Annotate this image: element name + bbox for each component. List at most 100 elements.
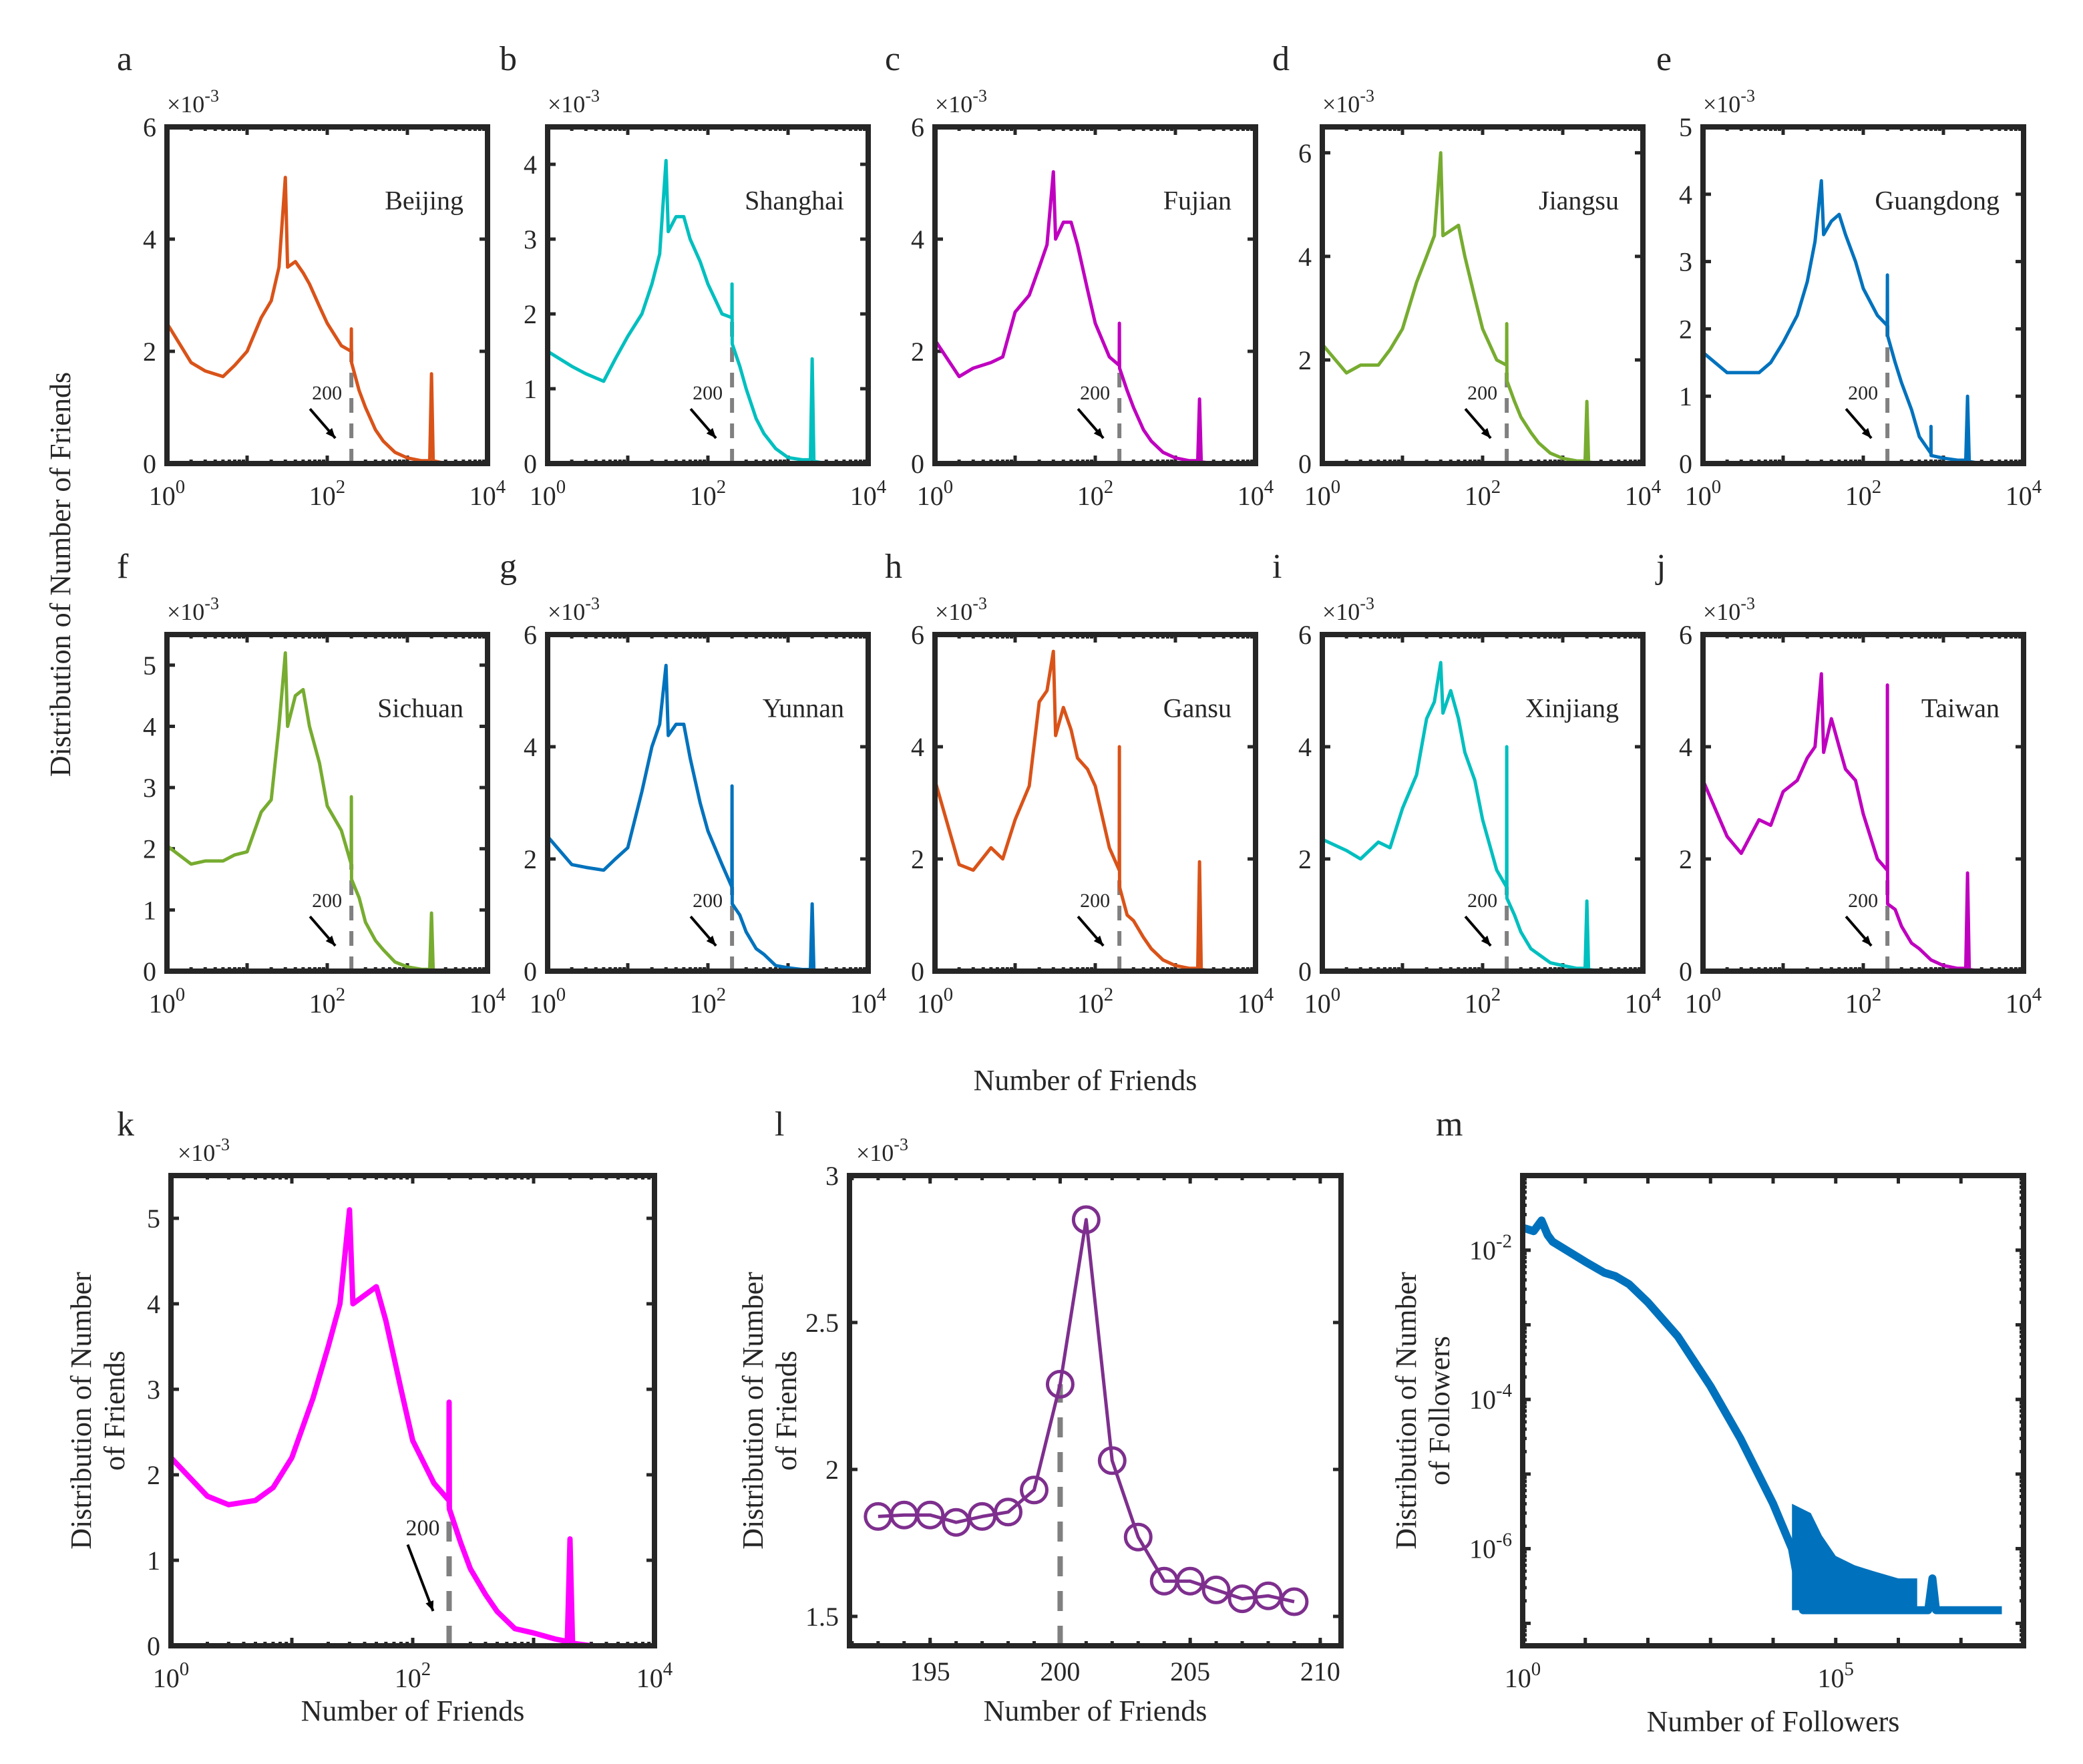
x-tick-label-base: 10 — [917, 989, 944, 1019]
data-point-marker — [1045, 1369, 1075, 1399]
panel-label: i — [1272, 548, 1282, 586]
y-tick-label: 4 — [1679, 180, 1692, 210]
x-tick-label-base: 10 — [149, 481, 176, 511]
x-tick-label-exponent: 2 — [1872, 476, 1881, 498]
y-multiplier: ×10-3 — [1703, 594, 1755, 625]
series-c — [935, 170, 1214, 464]
y-tick-label: 1 — [143, 895, 156, 925]
threshold-annotation: 200 — [693, 382, 723, 404]
x-tick-label-base: 10 — [1845, 989, 1872, 1019]
ticks — [165, 125, 490, 466]
data-line — [1322, 661, 1601, 971]
x-tick-label-base: 10 — [153, 1663, 180, 1693]
y-tick-label: 2 — [147, 1460, 160, 1490]
data-point-marker — [1175, 1566, 1205, 1596]
ticks — [1701, 125, 2026, 466]
ticks — [933, 125, 1258, 466]
x-tick-label-exponent: 2 — [421, 1658, 431, 1680]
x-tick-label-base: 10 — [917, 481, 944, 511]
y-multiplier: ×10-3 — [178, 1135, 230, 1166]
panel-label: h — [885, 548, 902, 586]
x-tick-label: 100 — [149, 984, 185, 1019]
region-label: Guangdong — [1875, 185, 2000, 215]
y-tick-label: 6 — [1298, 138, 1312, 168]
threshold-annotation: 200 — [1080, 382, 1110, 404]
x-tick-label-base: 10 — [1685, 481, 1712, 511]
y-multiplier-exponent: -3 — [215, 1135, 230, 1154]
axes-frame — [1520, 1173, 2026, 1648]
panel-label: j — [1655, 548, 1666, 586]
y-multiplier-exponent: -3 — [1740, 86, 1755, 106]
arrow-head-icon — [1481, 935, 1491, 946]
data-point-marker — [1123, 1522, 1153, 1552]
x-tick-label: 100 — [1685, 476, 1721, 511]
data-line — [548, 663, 827, 971]
x-tick-label: 104 — [636, 1658, 673, 1693]
y-multiplier-exponent: -3 — [894, 1135, 908, 1154]
y-multiplier-exponent: -3 — [204, 594, 219, 613]
x-tick-label-exponent: 4 — [1652, 476, 1661, 498]
panel-l: l 1.5 2 2.5 3 195 200 205 210 ×10-3 Number of Frie… — [737, 1105, 1344, 1727]
axes-frame — [1700, 124, 2026, 466]
x-tick-label: 100 — [530, 476, 566, 511]
arrow-head-icon — [1093, 935, 1104, 946]
ticks — [1521, 1174, 2026, 1648]
y-multiplier-exponent: -3 — [972, 594, 987, 613]
region-label: Yunnan — [763, 693, 844, 723]
y-multiplier: ×10-3 — [935, 86, 987, 118]
y-tick-label: 4 — [1298, 732, 1312, 762]
y-tick-label: 4 — [911, 224, 924, 254]
y-axis-label: Distribution of Numberof Friends — [65, 1272, 131, 1550]
threshold-annotation: 200 — [1080, 890, 1110, 912]
x-tick-label: 102 — [309, 476, 345, 511]
y-tick-label: 3 — [1679, 247, 1692, 277]
x-tick-label-base: 10 — [1238, 989, 1264, 1019]
x-tick-label-base: 10 — [530, 989, 556, 1019]
y-multiplier-exponent: -3 — [1740, 594, 1755, 613]
data-point-marker — [1201, 1575, 1231, 1604]
y-tick-label: 2 — [1679, 314, 1692, 344]
arrow-head-icon — [325, 935, 336, 946]
y-multiplier-exponent: -3 — [585, 594, 600, 613]
y-tick-label: 1.5 — [805, 1602, 839, 1632]
x-tick-label: 102 — [1845, 984, 1881, 1019]
x-tick-label: 102 — [1077, 984, 1113, 1019]
x-tick-label: 104 — [2006, 984, 2042, 1019]
y-tick-label: 10-4 — [1469, 1380, 1512, 1415]
series-a — [167, 176, 446, 464]
global-xlabel: Number of Friends — [974, 1064, 1197, 1097]
axes-frame — [164, 632, 490, 974]
threshold-annotation: 200 — [1848, 382, 1878, 404]
x-tick-label-exponent: 2 — [1104, 476, 1113, 498]
y-axis-label-line: Distribution of Number — [737, 1272, 769, 1550]
x-tick-label-base: 10 — [1077, 989, 1104, 1019]
x-tick-label-base: 10 — [1845, 481, 1872, 511]
x-tick-label-base: 10 — [1818, 1663, 1845, 1693]
y-multiplier: ×10-3 — [548, 86, 600, 118]
data-point-marker — [1254, 1581, 1283, 1610]
x-tick-label-exponent: 0 — [1712, 476, 1721, 498]
x-tick-label: 100 — [917, 476, 953, 511]
x-tick-label: 100 — [530, 984, 566, 1019]
y-tick-label: 4 — [524, 732, 537, 762]
arrow-head-icon — [1481, 427, 1491, 438]
panel-label: k — [117, 1105, 134, 1143]
x-tick-label-exponent: 4 — [1652, 984, 1661, 1005]
y-axis-label-line: Distribution of Number — [1390, 1272, 1423, 1550]
x-tick-label: 104 — [850, 476, 886, 511]
panel-label: m — [1436, 1105, 1463, 1143]
threshold-annotation: 200 — [693, 890, 723, 912]
x-tick-label: 102 — [690, 984, 726, 1019]
y-multiplier: ×10-3 — [167, 86, 219, 118]
data-line — [167, 651, 446, 971]
panel-label: f — [117, 548, 129, 586]
y-multiplier-base: ×10 — [856, 1139, 894, 1166]
axes-frame — [1320, 632, 1646, 974]
data-point-marker — [916, 1500, 945, 1530]
